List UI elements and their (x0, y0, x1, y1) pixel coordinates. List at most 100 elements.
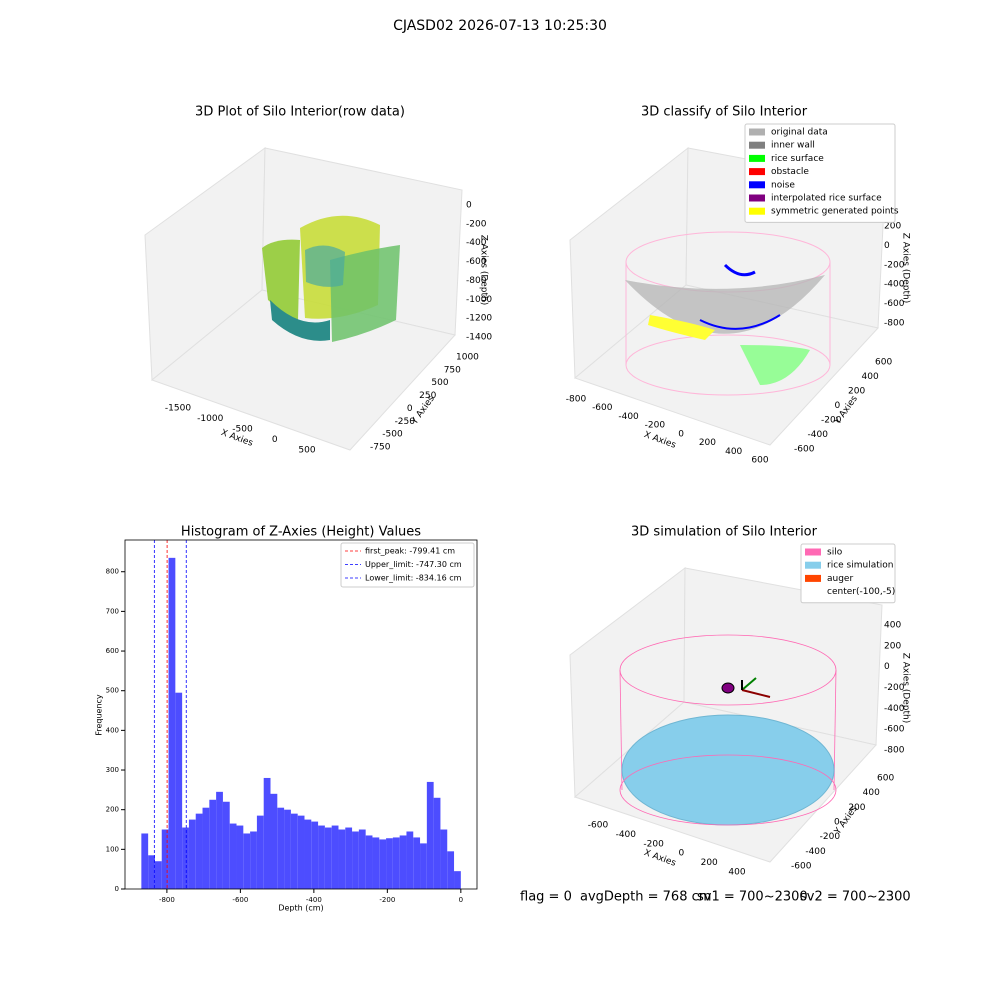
y-tick-label: 800 (106, 568, 119, 576)
legend-label: original data (771, 128, 828, 138)
footer-text: sv1 = 700~2300 (697, 890, 808, 905)
tick-label: -750 (370, 443, 391, 453)
axis-label: Z Axies (Depth) (479, 235, 489, 306)
bar (304, 819, 312, 889)
bar (379, 839, 387, 889)
tick-label: -500 (382, 430, 403, 440)
legend-box (800, 543, 896, 604)
footer-text: sv2 = 700~2300 (800, 890, 911, 905)
tick-label: 500 (431, 378, 448, 388)
tick-label: 200 (848, 387, 865, 397)
bar (324, 827, 332, 889)
legend-label: first_peak: -799.41 cm (365, 547, 455, 556)
tick-label: 250 (419, 391, 436, 401)
tick-label: -200 (884, 683, 905, 693)
bar (372, 837, 380, 889)
bar (297, 815, 305, 889)
chart-title: Histogram of Z-Axies (Height) Values (181, 525, 421, 540)
bar (290, 813, 298, 889)
tick-label: 0 (835, 401, 841, 411)
tick-label: -1000 (466, 295, 492, 305)
legend-swatch (749, 207, 765, 215)
tick-label: -400 (466, 238, 487, 248)
legend-box (340, 542, 475, 588)
bar (420, 843, 427, 889)
x-tick-label: -600 (232, 896, 248, 904)
bar (311, 821, 319, 889)
legend-label: symmetric generated points (771, 207, 899, 217)
legend-label: center(-100,-5) (827, 587, 895, 597)
bar (222, 801, 230, 889)
figure-title: CJASD02 2026-07-13 10:25:30 (393, 18, 607, 34)
bar (352, 831, 359, 889)
bar (236, 825, 244, 889)
legend-label: inner wall (771, 141, 815, 151)
legend-label: rice simulation (827, 561, 893, 571)
bar (141, 833, 149, 889)
legend-label: silo (827, 548, 843, 558)
tick-label: 0 (834, 818, 840, 828)
tick-label: -600 (466, 257, 487, 267)
x-tick-label: -200 (379, 896, 395, 904)
legend-swatch (749, 141, 765, 149)
tick-label: 400 (862, 372, 879, 382)
y-tick-label: 500 (106, 687, 119, 695)
tick-label: -250 (395, 417, 416, 427)
legend-label: interpolated rice surface (771, 194, 882, 204)
bar (168, 557, 176, 889)
bar (229, 823, 237, 889)
tick-label: -400 (884, 280, 905, 290)
legend-label: rice surface (771, 154, 824, 164)
bar (358, 829, 366, 889)
tick-label: -1400 (466, 333, 492, 343)
tick-label: -400 (808, 430, 829, 440)
bar (386, 838, 393, 889)
legend-swatch (749, 154, 765, 162)
bar (426, 781, 434, 889)
tick-label: -200 (821, 416, 842, 426)
tick-label: -200 (466, 219, 487, 229)
tick-label: 200 (699, 438, 716, 448)
bar (270, 793, 278, 889)
tick-label: 1000 (456, 353, 479, 363)
bar (243, 833, 251, 889)
legend-label: obstacle (771, 167, 809, 177)
tick-label: 200 (848, 803, 865, 813)
bar (148, 855, 155, 889)
tick-label: 0 (884, 662, 890, 672)
x-tick-label: 0 (459, 896, 463, 904)
tick-label: -600 (791, 862, 812, 872)
bar (454, 871, 461, 889)
bar (345, 827, 353, 889)
bar (175, 692, 183, 889)
tick-label: 0 (678, 429, 684, 439)
tick-label: 400 (884, 621, 901, 631)
tick-label: 600 (751, 456, 768, 466)
tick-label: 400 (728, 868, 745, 878)
bar (216, 791, 223, 889)
chart-title: 3D Plot of Silo Interior(row data) (195, 105, 405, 120)
legend-swatch (805, 574, 821, 582)
legend-swatch (749, 168, 765, 176)
bar (209, 799, 217, 889)
tick-label: 0 (884, 241, 890, 251)
tick-label: -800 (466, 276, 487, 286)
legend-swatch (749, 128, 765, 136)
tick-label: -800 (884, 746, 905, 756)
footer-text: avgDepth = 768 cm (580, 890, 711, 905)
tick-label: -600 (592, 403, 613, 413)
legend-box (744, 123, 896, 223)
bar (331, 825, 339, 889)
bar (154, 861, 162, 889)
legend-label: Lower_limit: -834.16 cm (365, 574, 462, 583)
bar (413, 837, 421, 889)
tick-label: 0 (679, 849, 685, 859)
tick-label: 500 (298, 446, 315, 456)
y-tick-label: 700 (106, 607, 119, 615)
bar (447, 851, 455, 889)
tick-label: -600 (794, 445, 815, 455)
legend-swatch (749, 181, 765, 189)
bar (433, 797, 441, 889)
bar (277, 807, 285, 889)
tick-label: 400 (863, 788, 880, 798)
